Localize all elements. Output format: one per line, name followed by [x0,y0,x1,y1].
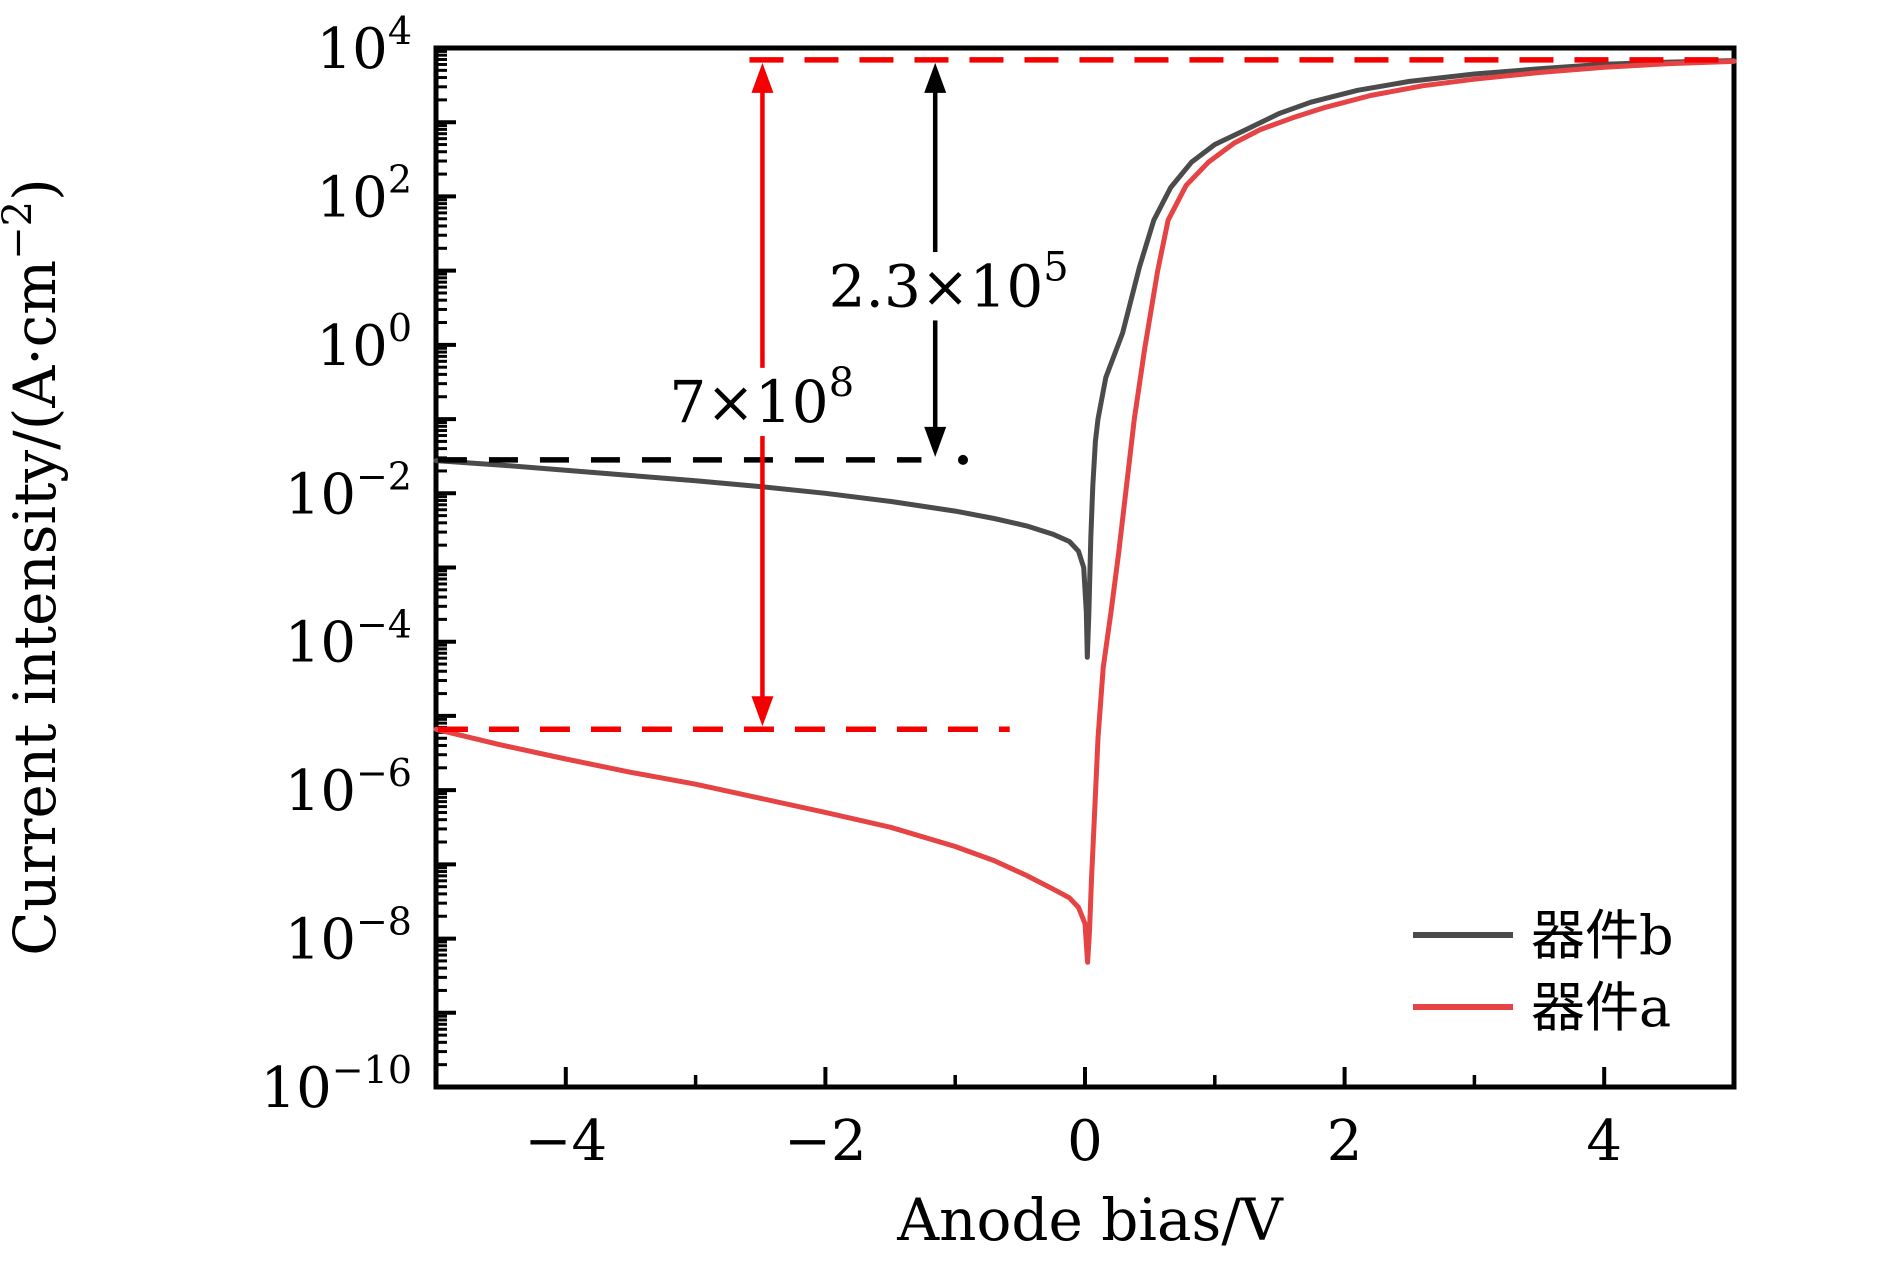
legend: 器件b 器件a [1413,904,1674,1039]
on-off-ratio-device-a-head-down [751,696,774,727]
x-tick-label: 4 [1586,1109,1622,1174]
y-tick-labels: 104 102 100 10−2 10−4 10−6 10−8 10−10 [261,9,412,1121]
x-tick-labels: −4 −2 0 2 4 [525,1109,1623,1174]
on-off-ratio-device-b-head-up [924,62,947,93]
plot-box [433,45,1737,1090]
y-tick-label: 10−8 [285,900,412,973]
plot-border [433,45,1737,1090]
annotation-layer: 2.3×105 7×108 [437,57,1734,733]
y-tick-label: 10−2 [285,454,412,527]
legend-label-0: 器件b [1531,904,1674,967]
off-level-device-b-line-end-dot [957,454,968,465]
x-ticks [563,1067,1607,1087]
on-off-ratio-device-b-head-down [924,426,947,457]
x-tick-label: 2 [1327,1109,1363,1174]
on-off-ratio-device-a-label: 7×108 [669,360,854,436]
on-off-ratio-device-b-label: 2.3×105 [829,244,1069,320]
y-tick-label: 102 [317,157,412,230]
legend-label-1: 器件a [1531,976,1671,1039]
y-axis-title: Current intensity/(A·cm−2) [0,178,69,955]
y-tick-label: 100 [317,306,412,379]
series-line-1 [433,58,1737,965]
on-off-ratio-device-a-head-up [751,62,774,93]
on-off-ratio-device-b-label-bg [808,252,1089,321]
axis-titles: Anode bias/V Current intensity/(A·cm−2) [0,178,1284,1254]
y-tick-label: 10−10 [261,1048,412,1121]
series-line-0 [433,58,1737,660]
y-tick-label: 10−4 [285,603,412,676]
y-tick-label: 10−6 [285,751,412,824]
y-tick-label: 104 [317,9,412,82]
x-tick-label: 0 [1067,1109,1103,1174]
on-off-ratio-device-a-label-bg [659,368,864,437]
series-lines [433,58,1737,965]
x-tick-label: −4 [525,1109,608,1174]
x-axis-title: Anode bias/V [896,1186,1284,1254]
x-tick-label: −2 [784,1109,867,1174]
